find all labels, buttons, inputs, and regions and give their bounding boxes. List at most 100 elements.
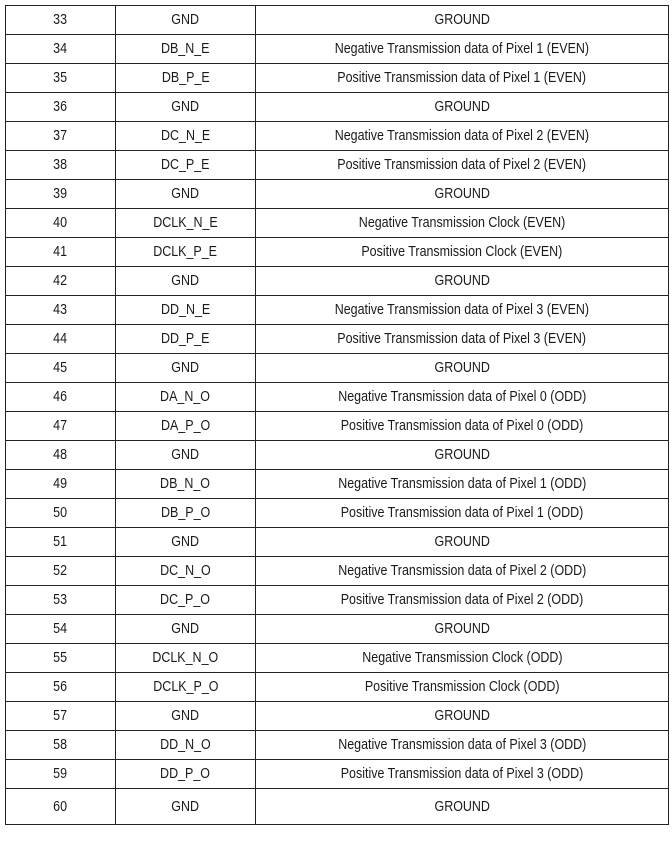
description: GROUND: [434, 447, 490, 463]
signal-name: DA_N_O: [160, 389, 211, 405]
description: Positive Transmission data of Pixel 1 (E…: [337, 70, 587, 86]
description: Negative Transmission data of Pixel 0 (O…: [337, 389, 587, 405]
table-row: 51 GND GROUND: [5, 527, 669, 557]
table-body: 33 GND GROUND 34 DB_N_E Negative Transmission…: [5, 5, 669, 825]
description-cell: Positive Transmission Clock (EVEN): [255, 237, 669, 267]
pin-number-cell: 36: [5, 92, 116, 122]
pin-number-cell: 44: [5, 324, 116, 354]
description-cell: Negative Transmission data of Pixel 2 (E…: [255, 121, 669, 151]
table-row: 44 DD_P_E Positive Transmission data of Pi…: [5, 324, 669, 354]
pin-number: 42: [53, 273, 68, 289]
signal-name: DCLK_P_E: [153, 244, 218, 260]
signal-name: DB_P_E: [161, 70, 210, 86]
description-cell: Negative Transmission data of Pixel 0 (O…: [255, 382, 669, 412]
table-row: 53 DC_P_O Positive Transmission data of Pi…: [5, 585, 669, 615]
description-cell: GROUND: [255, 5, 669, 35]
description: Negative Transmission data of Pixel 3 (E…: [334, 302, 590, 318]
description: GROUND: [434, 186, 490, 202]
signal-name-cell: DB_P_E: [115, 63, 256, 93]
description-cell: GROUND: [255, 527, 669, 557]
signal-name-cell: GND: [115, 701, 256, 731]
signal-name: DC_P_E: [161, 157, 210, 173]
pin-number-cell: 47: [5, 411, 116, 441]
signal-name: GND: [171, 621, 200, 637]
pin-number-cell: 59: [5, 759, 116, 789]
description-cell: GROUND: [255, 440, 669, 470]
description: Positive Transmission data of Pixel 2 (E…: [337, 157, 587, 173]
pin-number: 58: [53, 737, 68, 753]
description: Negative Transmission Clock (ODD): [361, 650, 563, 666]
signal-name-cell: DCLK_N_O: [115, 643, 256, 673]
signal-name-cell: DB_N_E: [115, 34, 256, 64]
pin-number: 46: [53, 389, 68, 405]
signal-name: GND: [171, 273, 200, 289]
description: Positive Transmission Clock (EVEN): [361, 244, 563, 260]
signal-name-cell: DD_N_O: [115, 730, 256, 760]
table-row: 50 DB_P_O Positive Transmission data of Pi…: [5, 498, 669, 528]
description-cell: Positive Transmission data of Pixel 3 (O…: [255, 759, 669, 789]
description-cell: Negative Transmission data of Pixel 1 (E…: [255, 34, 669, 64]
signal-name: GND: [171, 798, 200, 815]
pin-number: 37: [53, 128, 68, 144]
description: Positive Transmission data of Pixel 3 (O…: [340, 766, 584, 782]
description-cell: Positive Transmission data of Pixel 1 (O…: [255, 498, 669, 528]
signal-name: DB_N_E: [161, 41, 210, 57]
signal-name-cell: GND: [115, 788, 256, 825]
pin-number: 34: [53, 41, 68, 57]
description-cell: Positive Transmission data of Pixel 0 (O…: [255, 411, 669, 441]
description-cell: Negative Transmission Clock (EVEN): [255, 208, 669, 238]
description: GROUND: [434, 621, 490, 637]
description-cell: GROUND: [255, 179, 669, 209]
description: GROUND: [434, 273, 490, 289]
pin-number: 43: [53, 302, 68, 318]
description-cell: Positive Transmission Clock (ODD): [255, 672, 669, 702]
pin-assignment-table: 33 GND GROUND 34 DB_N_E Negative Transmission…: [5, 5, 669, 825]
signal-name-cell: GND: [115, 92, 256, 122]
signal-name-cell: GND: [115, 614, 256, 644]
description: Positive Transmission data of Pixel 0 (O…: [340, 418, 584, 434]
description-cell: Negative Transmission data of Pixel 3 (O…: [255, 730, 669, 760]
description-cell: Positive Transmission data of Pixel 2 (E…: [255, 150, 669, 180]
signal-name: DB_P_O: [160, 505, 211, 521]
description-cell: GROUND: [255, 353, 669, 383]
pin-number-cell: 37: [5, 121, 116, 151]
pin-number-cell: 48: [5, 440, 116, 470]
signal-name-cell: DD_N_E: [115, 295, 256, 325]
signal-name-cell: DC_P_E: [115, 150, 256, 180]
signal-name-cell: DD_P_E: [115, 324, 256, 354]
pin-number-cell: 39: [5, 179, 116, 209]
description-cell: Positive Transmission data of Pixel 3 (E…: [255, 324, 669, 354]
table-row: 55 DCLK_N_O Negative Transmission Clock (O…: [5, 643, 669, 673]
description-cell: GROUND: [255, 788, 669, 825]
signal-name: DD_P_E: [161, 331, 210, 347]
pin-number: 49: [53, 476, 68, 492]
table-row: 49 DB_N_O Negative Transmission data of Pi…: [5, 469, 669, 499]
signal-name: DB_N_O: [160, 476, 211, 492]
description: GROUND: [434, 99, 490, 115]
pin-number-cell: 55: [5, 643, 116, 673]
table-row: 39 GND GROUND: [5, 179, 669, 209]
description: Negative Transmission Clock (EVEN): [358, 215, 566, 231]
description: Negative Transmission data of Pixel 2 (O…: [337, 563, 587, 579]
signal-name-cell: DCLK_N_E: [115, 208, 256, 238]
pin-number-cell: 46: [5, 382, 116, 412]
table-row: 59 DD_P_O Positive Transmission data of Pi…: [5, 759, 669, 789]
pin-number: 57: [53, 708, 68, 724]
description-cell: GROUND: [255, 92, 669, 122]
signal-name-cell: DCLK_P_E: [115, 237, 256, 267]
pin-number: 48: [53, 447, 68, 463]
pin-number: 55: [53, 650, 68, 666]
table-row: 35 DB_P_E Positive Transmission data of Pi…: [5, 63, 669, 93]
pin-number: 54: [53, 621, 68, 637]
signal-name-cell: GND: [115, 5, 256, 35]
signal-name: DCLK_N_O: [152, 650, 219, 666]
description: GROUND: [434, 360, 490, 376]
signal-name: DD_N_E: [160, 302, 211, 318]
pin-number-cell: 34: [5, 34, 116, 64]
pin-number: 52: [53, 563, 68, 579]
pin-number: 45: [53, 360, 68, 376]
signal-name-cell: GND: [115, 440, 256, 470]
description: Positive Transmission data of Pixel 2 (O…: [340, 592, 584, 608]
description: Negative Transmission data of Pixel 1 (O…: [337, 476, 587, 492]
description: GROUND: [434, 12, 490, 28]
